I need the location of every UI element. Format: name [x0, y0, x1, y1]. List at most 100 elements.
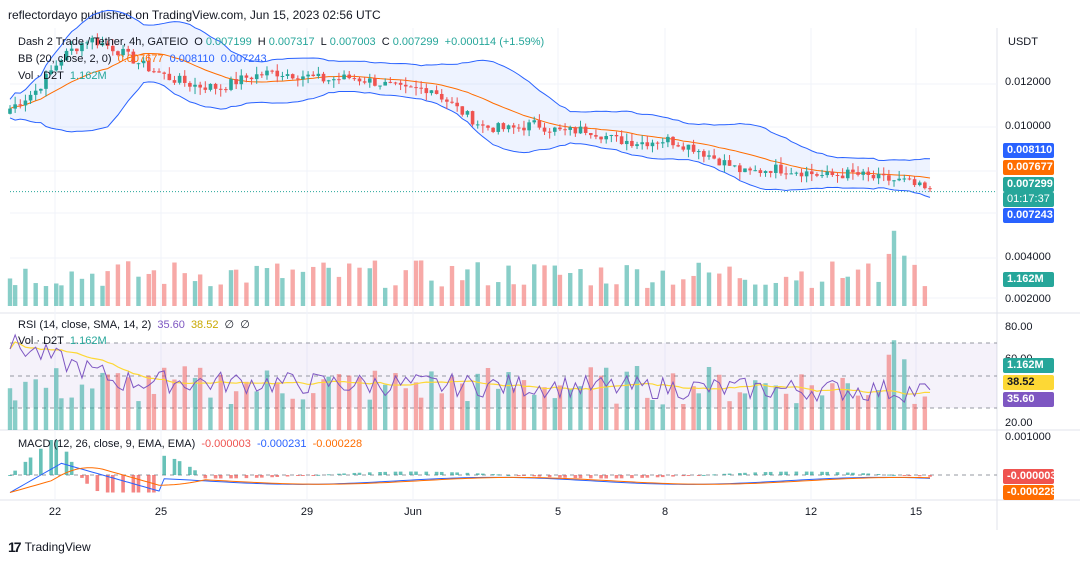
candle	[105, 43, 110, 46]
candle	[481, 124, 485, 126]
rsi-label[interactable]: RSI (14, close, SMA, 14, 2)	[18, 319, 152, 331]
rsi-volume-bar	[12, 400, 18, 430]
candle	[198, 84, 202, 88]
rsi-volume-bar	[845, 383, 850, 430]
candle	[347, 74, 352, 79]
rsi-volume-bar	[706, 366, 712, 430]
candle	[768, 171, 773, 173]
macd-histogram-bar	[851, 472, 855, 475]
rsi-volume-bar	[753, 380, 758, 430]
volume-bar	[161, 283, 167, 306]
candle	[393, 82, 398, 84]
candle	[280, 75, 285, 77]
volume-bar	[254, 265, 259, 306]
footer-brand[interactable]: 17 TradingView	[8, 539, 91, 555]
volume-bar	[753, 284, 758, 306]
macd-histogram-bar	[702, 474, 706, 476]
x-tick: 5	[554, 506, 562, 518]
candle	[254, 74, 259, 80]
rsi-empty-2: ∅	[240, 319, 250, 331]
rsi-volume-bar	[126, 377, 131, 430]
volume-bar	[460, 280, 465, 306]
bb-label[interactable]: BB (20, close, 2, 0)	[18, 53, 112, 65]
rsi-volume-bar	[670, 373, 676, 430]
macd-histogram-bar	[578, 475, 583, 479]
macd-histogram-bar	[177, 461, 182, 475]
macd-hist-tag: -0.000003	[1003, 469, 1057, 484]
volume-bar	[691, 275, 696, 306]
rsi-volume-bar	[146, 375, 151, 430]
candle	[609, 134, 614, 136]
macd-histogram-bar	[95, 475, 100, 492]
candle	[224, 89, 228, 91]
candle	[146, 60, 151, 72]
rsi-volume-bar	[465, 401, 470, 430]
symbol-label[interactable]: Dash 2 Trade / Tether, 4h, GATEIO	[18, 36, 189, 48]
candle	[419, 87, 423, 89]
volume-bar	[717, 273, 722, 306]
rsi-volume-bar	[393, 373, 398, 430]
volume-bar	[54, 283, 59, 306]
candle	[475, 124, 480, 126]
candle	[902, 178, 907, 180]
macd-histogram-bar	[229, 475, 233, 479]
candle	[95, 37, 100, 46]
candle	[378, 85, 382, 87]
macd-histogram-bar	[475, 473, 480, 475]
macd-histogram-bar	[49, 440, 53, 475]
x-tick: 15	[909, 506, 923, 518]
volume-tick: 0.004000	[1005, 251, 1051, 263]
candle	[851, 169, 855, 173]
candle	[383, 81, 387, 86]
candle	[352, 78, 357, 80]
macd-histogram-bar	[779, 471, 783, 475]
volume-bar	[552, 265, 558, 306]
macd-label[interactable]: MACD (12, 26, close, 9, EMA, EMA)	[18, 438, 196, 450]
rsi-volume-bar	[161, 367, 167, 430]
candle	[69, 48, 74, 51]
volume-bar	[264, 268, 270, 306]
brand-label: TradingView	[24, 540, 91, 554]
rsi-volume-bar	[506, 372, 511, 430]
price-tick: 0.010000	[1005, 120, 1051, 132]
volume-bar	[660, 270, 665, 306]
rsi-volume-bar	[496, 388, 501, 430]
rsi-volume-bar	[254, 391, 259, 430]
volume-bar	[634, 269, 640, 306]
rsi-volume-bar	[172, 379, 177, 430]
macd-histogram-bar	[64, 451, 69, 475]
candle	[110, 45, 115, 52]
vol2-label[interactable]: Vol · D2T	[18, 335, 64, 347]
candle	[152, 71, 156, 73]
rsi-volume-bar	[290, 398, 295, 430]
rsi-volume-bar	[264, 370, 270, 430]
macd-histogram-bar	[136, 475, 141, 493]
countdown-tag: 01:17:37	[1003, 192, 1054, 207]
volume-bar	[197, 274, 203, 306]
candle	[326, 80, 331, 82]
candle	[54, 65, 59, 71]
candle	[450, 101, 454, 103]
macd-signal-tag: -0.000228	[1003, 485, 1057, 500]
macd-histogram-bar	[465, 472, 470, 475]
candle	[496, 123, 501, 132]
volume-bar	[773, 282, 779, 306]
candle	[306, 74, 310, 77]
macd-hist-value: -0.000003	[201, 438, 251, 450]
vol-label[interactable]: Vol · D2T	[18, 70, 64, 82]
candle	[784, 173, 788, 175]
macd-histogram-bar	[532, 475, 537, 477]
vol-value: 1.162M	[69, 70, 107, 82]
candle	[290, 74, 295, 79]
macd-histogram-bar	[342, 473, 346, 475]
candle	[39, 88, 43, 91]
candle	[727, 160, 732, 166]
macd-histogram-bar	[887, 474, 891, 476]
macd-histogram-bar	[809, 471, 814, 475]
macd-value: -0.000231	[256, 438, 307, 450]
volume-bar	[799, 271, 804, 306]
volume-bar	[809, 287, 814, 306]
candle	[640, 142, 644, 145]
candle	[712, 155, 716, 159]
